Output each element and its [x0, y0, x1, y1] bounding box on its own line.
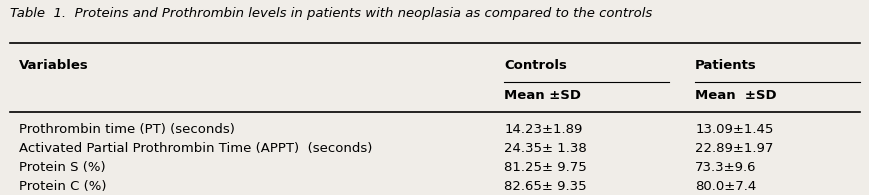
Text: 22.89±1.97: 22.89±1.97 [694, 142, 773, 155]
Text: Patients: Patients [694, 59, 756, 72]
Text: Prothrombin time (PT) (seconds): Prothrombin time (PT) (seconds) [19, 123, 235, 136]
Text: 14.23±1.89: 14.23±1.89 [504, 123, 582, 136]
Text: Protein C (%): Protein C (%) [19, 180, 106, 193]
Text: 81.25± 9.75: 81.25± 9.75 [504, 161, 587, 174]
Text: Protein S (%): Protein S (%) [19, 161, 105, 174]
Text: Mean  ±SD: Mean ±SD [694, 89, 776, 102]
Text: 24.35± 1.38: 24.35± 1.38 [504, 142, 587, 155]
Text: Variables: Variables [19, 59, 89, 72]
Text: Mean ±SD: Mean ±SD [504, 89, 580, 102]
Text: 73.3±9.6: 73.3±9.6 [694, 161, 756, 174]
Text: Table  1.  Proteins and Prothrombin levels in patients with neoplasia as compare: Table 1. Proteins and Prothrombin levels… [10, 7, 652, 20]
Text: 82.65± 9.35: 82.65± 9.35 [504, 180, 587, 193]
Text: 13.09±1.45: 13.09±1.45 [694, 123, 773, 136]
Text: Activated Partial Prothrombin Time (APPT)  (seconds): Activated Partial Prothrombin Time (APPT… [19, 142, 372, 155]
Text: Controls: Controls [504, 59, 567, 72]
Text: 80.0±7.4: 80.0±7.4 [694, 180, 755, 193]
